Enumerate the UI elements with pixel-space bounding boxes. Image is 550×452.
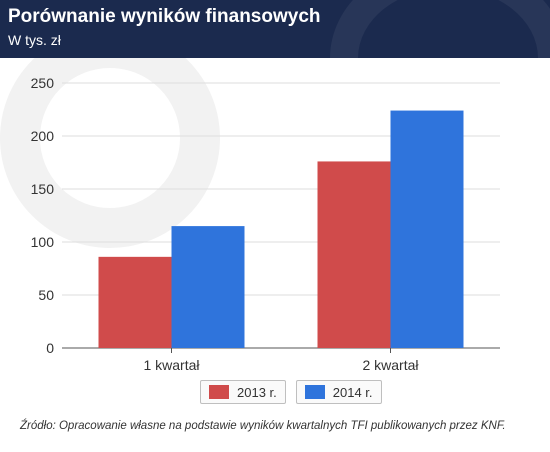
y-tick-label: 250 xyxy=(31,75,55,91)
legend-swatch-2013 xyxy=(209,385,229,399)
chart-subtitle: W tys. zł xyxy=(8,32,61,48)
y-tick-label: 150 xyxy=(31,181,55,197)
x-tick-label: 2 kwartał xyxy=(362,357,419,373)
bar-chart: 0 50 100 150 200 250 1 kwartał 2 kwartał xyxy=(0,28,500,373)
legend-item-2014: 2014 r. xyxy=(295,380,382,404)
legend-label-2013: 2013 r. xyxy=(237,384,277,400)
chart-header: Porównanie wyników finansowych W tys. zł xyxy=(0,0,550,58)
y-axis-ticks: 0 50 100 150 200 250 xyxy=(31,75,55,356)
x-axis-ticks: 1 kwartał 2 kwartał xyxy=(143,348,419,373)
y-tick-label: 200 xyxy=(31,128,55,144)
legend-label-2014: 2014 r. xyxy=(332,384,373,400)
bar-2013-1 xyxy=(98,256,172,348)
legend-swatch-2014 xyxy=(304,385,325,399)
x-tick-label: 1 kwartał xyxy=(143,357,200,373)
bar-2014-1 xyxy=(171,226,245,348)
y-tick-label: 50 xyxy=(38,287,54,303)
plot-area: 0 50 100 150 200 250 1 kwartał 2 kwartał xyxy=(0,28,550,452)
y-tick-label: 100 xyxy=(31,234,55,250)
chart-title: Porównanie wyników finansowych xyxy=(8,6,321,27)
bars xyxy=(98,110,464,348)
watermark-ring-icon xyxy=(330,0,550,58)
bar-2013-2 xyxy=(317,161,391,348)
y-tick-label: 0 xyxy=(46,340,54,356)
legend: 2013 r. 2014 r. xyxy=(200,380,382,404)
source-note: Źródło: Opracowanie własne na podstawie … xyxy=(20,420,506,432)
bar-2014-2 xyxy=(390,110,464,348)
legend-item-2013: 2013 r. xyxy=(200,380,286,404)
